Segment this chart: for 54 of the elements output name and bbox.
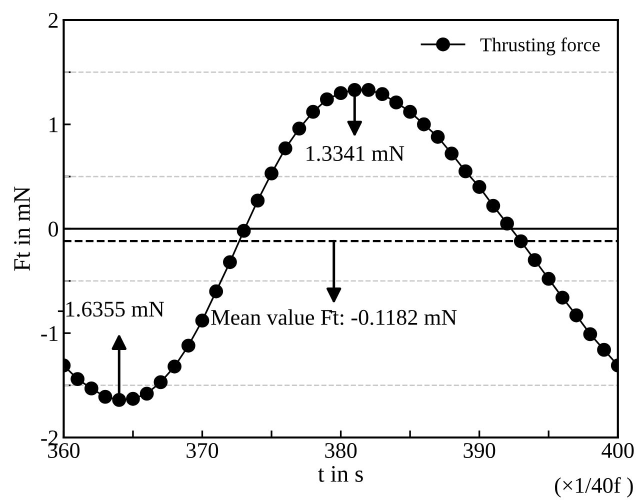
point xyxy=(306,104,320,119)
legend-label: Thrusting force xyxy=(480,38,600,56)
point xyxy=(458,164,472,178)
point xyxy=(195,314,210,328)
point xyxy=(389,96,404,110)
annotation: 1.3341 mN xyxy=(306,146,404,162)
point xyxy=(181,338,196,353)
x-tick-label: 370 xyxy=(186,443,218,458)
point xyxy=(403,104,418,119)
x-axis-title: t in s xyxy=(318,466,363,482)
y-tick-label: 1 xyxy=(50,117,58,132)
point xyxy=(320,92,334,106)
y-tick-label: 2 xyxy=(48,12,58,28)
point xyxy=(583,327,598,342)
point xyxy=(569,308,584,322)
point xyxy=(98,390,112,404)
point xyxy=(348,82,362,97)
ref-line-label: Mean value F̄t: -0.1182 mN xyxy=(211,309,457,326)
y-tick-label: -1 xyxy=(41,326,58,341)
point xyxy=(514,234,528,248)
point xyxy=(444,146,459,161)
point xyxy=(542,272,556,286)
point xyxy=(250,194,265,208)
point xyxy=(223,255,237,270)
point xyxy=(375,87,390,102)
point xyxy=(472,180,486,194)
point xyxy=(154,375,168,390)
text: (×1/40f ) xyxy=(555,477,633,498)
point xyxy=(292,122,306,136)
point xyxy=(278,141,292,156)
point xyxy=(70,372,84,386)
x-tick-label: 390 xyxy=(464,443,496,458)
point xyxy=(556,290,570,305)
point xyxy=(528,253,542,268)
point xyxy=(362,82,376,97)
y-tick-label: 0 xyxy=(48,222,58,237)
point xyxy=(264,166,278,180)
x-tick-label: 380 xyxy=(325,443,357,458)
point xyxy=(112,392,126,407)
point xyxy=(416,117,431,132)
point xyxy=(500,216,514,230)
x-tick-label: 360 xyxy=(48,443,80,458)
point xyxy=(168,360,182,374)
x-tick-label: 400 xyxy=(602,443,634,458)
point xyxy=(597,342,611,357)
point xyxy=(486,198,500,213)
point xyxy=(209,284,224,298)
point xyxy=(430,130,445,144)
point xyxy=(84,382,98,396)
point xyxy=(126,392,140,406)
point xyxy=(140,386,154,401)
point xyxy=(236,224,251,238)
point xyxy=(334,86,348,100)
y-axis-title: Ft in mN xyxy=(14,186,30,271)
